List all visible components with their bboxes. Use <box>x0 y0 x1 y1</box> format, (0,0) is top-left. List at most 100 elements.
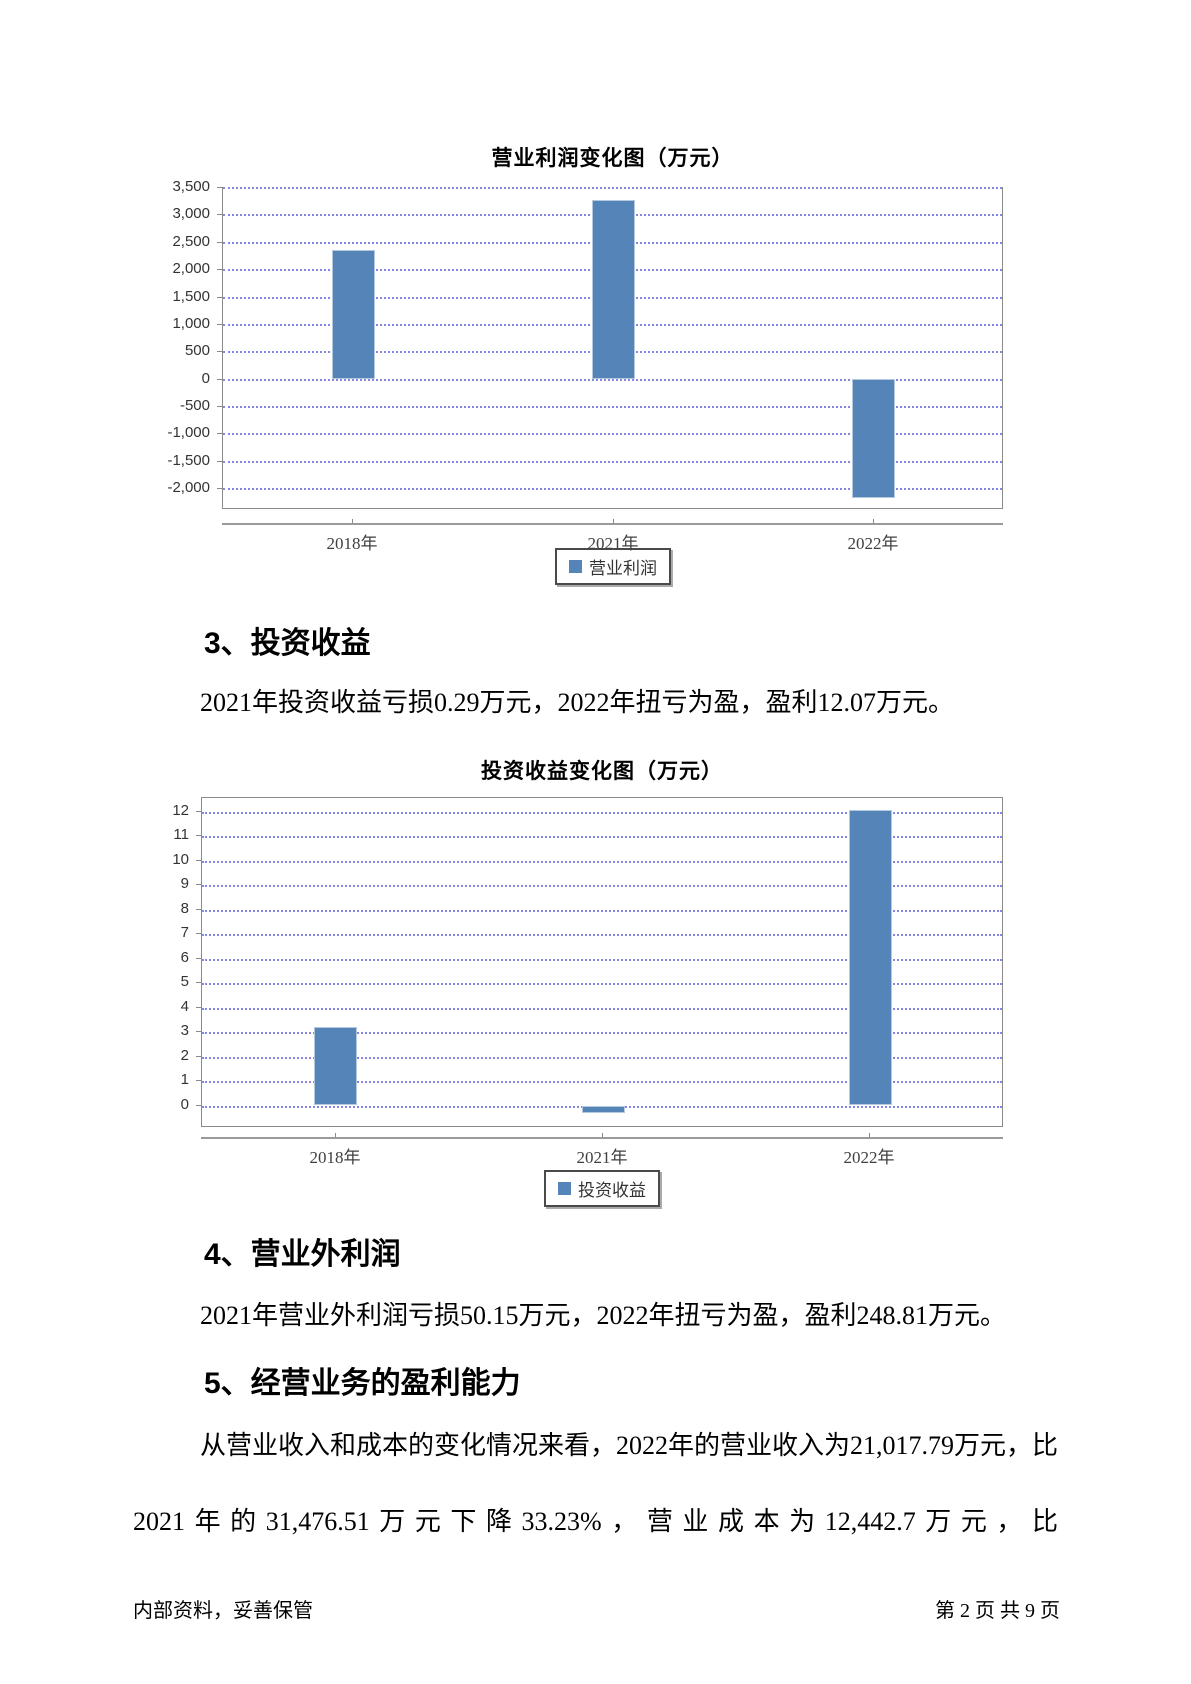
y-axis-tick <box>217 214 222 215</box>
y-axis-tick <box>217 242 222 243</box>
gridline <box>202 812 1002 814</box>
bar-2018年 <box>314 1027 357 1105</box>
category-tick <box>613 519 614 523</box>
y-axis-tick <box>217 269 222 270</box>
y-axis-tick <box>217 297 222 298</box>
y-axis-label: 5 <box>180 973 189 990</box>
category-label: 2018年 <box>309 1148 361 1167</box>
section-paragraph-3: 2021年投资收益亏损0.29万元，2022年扭亏为盈，盈利12.07万元。 <box>200 688 955 717</box>
y-axis-label: 8 <box>180 900 189 917</box>
y-axis-tick <box>217 406 222 407</box>
y-axis-label: 2 <box>180 1047 189 1064</box>
y-axis-tick <box>196 909 201 910</box>
category-label: 2021年 <box>587 534 639 553</box>
category-tick <box>335 1133 336 1137</box>
y-axis-label: -1,000 <box>167 424 210 441</box>
bar-2021年 <box>592 200 635 379</box>
section-heading-3: 3、投资收益 <box>204 627 371 660</box>
legend-box: 投资收益 <box>544 1170 660 1207</box>
y-axis-tick <box>196 933 201 934</box>
chart-title: 投资收益变化图（万元） <box>481 760 723 783</box>
y-axis-tick <box>196 958 201 959</box>
y-axis-label: 1,500 <box>172 288 210 305</box>
gridline <box>202 836 1002 838</box>
y-axis-tick <box>196 1080 201 1081</box>
y-axis-tick <box>196 1007 201 1008</box>
gridline <box>202 1057 1002 1059</box>
section-heading-5: 5、经营业务的盈利能力 <box>204 1367 521 1400</box>
y-axis-tick <box>217 379 222 380</box>
category-label: 2018年 <box>326 534 378 553</box>
y-axis-label: 9 <box>180 875 189 892</box>
chart-title: 营业利润变化图（万元） <box>491 147 734 170</box>
y-axis-label: 500 <box>184 342 210 359</box>
gridline <box>202 1032 1002 1034</box>
gridline <box>223 488 1002 490</box>
gridline <box>223 406 1002 408</box>
y-axis-label: 0 <box>180 1096 189 1113</box>
y-axis-label: 1,000 <box>172 315 210 332</box>
footer-note: 内部资料，妥善保管 <box>133 1600 313 1622</box>
page-number: 第 2 页 共 9 页 <box>935 1600 1060 1622</box>
y-axis-label: 2,500 <box>172 233 210 250</box>
category-axis <box>222 523 1003 525</box>
bar-2021年 <box>582 1106 625 1113</box>
category-tick <box>352 519 353 523</box>
bar-2022年 <box>849 810 892 1105</box>
y-axis-tick <box>217 351 222 352</box>
y-axis-label: 1 <box>180 1071 189 1088</box>
y-axis-label: 4 <box>180 998 189 1015</box>
y-axis-tick <box>196 811 201 812</box>
y-axis-tick <box>217 461 222 462</box>
y-axis-label: 0 <box>201 370 210 387</box>
plot-area <box>201 797 1003 1127</box>
gridline <box>223 379 1002 381</box>
y-axis-tick <box>196 1031 201 1032</box>
gridline <box>202 1008 1002 1010</box>
category-tick <box>869 1133 870 1137</box>
y-axis-label: -1,500 <box>167 452 210 469</box>
y-axis-label: 3,500 <box>172 178 210 195</box>
y-axis-label: 7 <box>180 924 189 941</box>
y-axis-tick <box>196 860 201 861</box>
gridline <box>202 934 1002 936</box>
bar-2018年 <box>332 250 375 379</box>
y-axis-label: 3 <box>180 1022 189 1039</box>
category-tick <box>602 1133 603 1137</box>
y-axis-tick <box>196 982 201 983</box>
gridline <box>202 1081 1002 1083</box>
legend-swatch-icon <box>558 1182 571 1195</box>
y-axis-label: 3,000 <box>172 205 210 222</box>
gridline <box>223 433 1002 435</box>
gridline <box>202 885 1002 887</box>
y-axis-label: 2,000 <box>172 260 210 277</box>
investment-income-chart: 投资收益变化图（万元） 投资收益 12 11 10 9 8 7 6 5 4 3 2 1 0 2018年 20… <box>150 750 1050 1220</box>
legend-swatch-icon <box>569 560 582 573</box>
gridline <box>223 461 1002 463</box>
legend-box: 营业利润 <box>555 548 671 585</box>
bar-2022年 <box>852 379 895 498</box>
plot-area <box>222 187 1003 509</box>
section-heading-4: 4、营业外利润 <box>204 1238 401 1271</box>
legend-label: 营业利润 <box>589 559 657 578</box>
gridline <box>202 959 1002 961</box>
gridline <box>202 861 1002 863</box>
y-axis-tick <box>196 1056 201 1057</box>
y-axis-label: -2,000 <box>167 479 210 496</box>
category-axis <box>201 1137 1003 1139</box>
y-axis-tick <box>196 884 201 885</box>
gridline <box>202 910 1002 912</box>
y-axis-tick <box>217 187 222 188</box>
gridline <box>223 187 1002 189</box>
legend-label: 投资收益 <box>578 1181 646 1200</box>
y-axis-label: 10 <box>172 851 189 868</box>
y-axis-tick <box>196 1105 201 1106</box>
y-axis-tick <box>217 433 222 434</box>
category-label: 2022年 <box>847 534 899 553</box>
section-paragraph-4: 2021年营业外利润亏损50.15万元，2022年扭亏为盈，盈利248.81万元… <box>200 1301 1007 1330</box>
operating-profit-chart: 营业利润变化图（万元） 营业利润 3,500 3,000 2,500 2,000 1,5… <box>150 140 1050 610</box>
y-axis-label: -500 <box>179 397 210 414</box>
category-label: 2022年 <box>843 1148 895 1167</box>
y-axis-tick <box>217 324 222 325</box>
y-axis-label: 11 <box>173 826 189 843</box>
